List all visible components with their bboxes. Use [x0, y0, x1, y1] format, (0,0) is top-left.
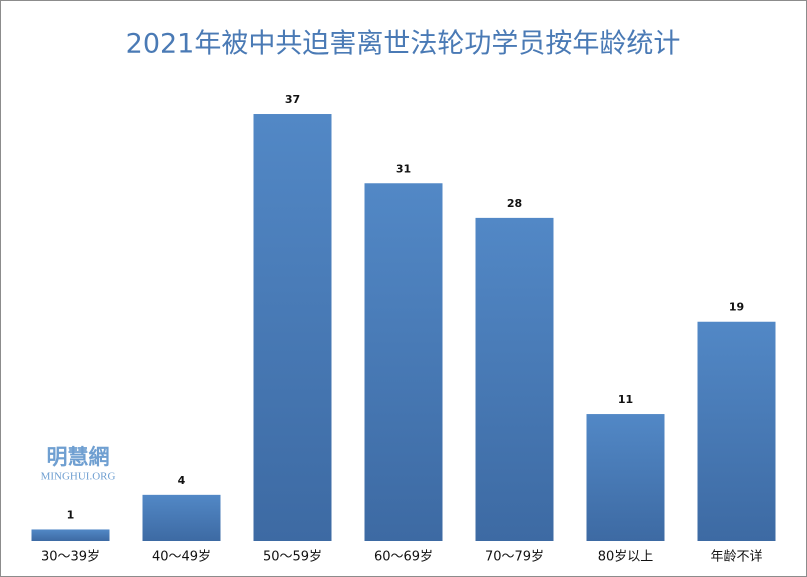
chart-title: 2021年被中共迫害离世法轮功学员按年龄统计 — [126, 29, 681, 60]
x-tick-label: 年龄不详 — [710, 550, 762, 565]
data-label: 4 — [178, 474, 186, 487]
data-label: 1 — [67, 508, 75, 521]
bar — [586, 414, 665, 541]
bar — [364, 183, 443, 541]
x-tick-label: 70～79岁 — [485, 550, 544, 565]
data-label: 11 — [618, 393, 633, 406]
data-label: 31 — [396, 162, 411, 175]
watermark-name: 明慧網 — [47, 445, 110, 469]
bar — [253, 114, 332, 542]
x-tick-label: 50～59岁 — [263, 550, 322, 565]
bar — [475, 217, 554, 541]
x-tick-label: 30～39岁 — [41, 550, 100, 565]
data-label: 19 — [729, 301, 744, 314]
data-label: 37 — [285, 93, 300, 106]
bar — [142, 494, 221, 541]
x-tick-label: 60～69岁 — [374, 550, 433, 565]
x-tick-label: 40～49岁 — [152, 550, 211, 565]
bar — [31, 529, 110, 541]
data-label: 28 — [507, 197, 522, 210]
bar — [697, 321, 776, 541]
watermark-site: MINGHUI.ORG — [41, 471, 116, 483]
x-tick-label: 80岁以上 — [598, 550, 654, 565]
